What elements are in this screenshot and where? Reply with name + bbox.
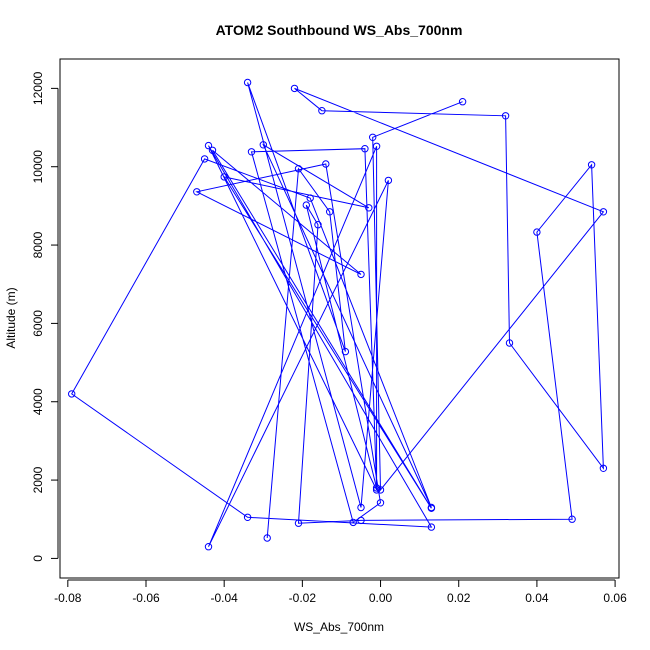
data-point [322, 160, 330, 168]
data-point [568, 515, 576, 523]
data-point [318, 107, 326, 115]
data-point [290, 84, 299, 93]
y-tick-label: 4000 [31, 388, 45, 415]
data-point [349, 518, 357, 527]
data-point [533, 228, 541, 236]
data-point [599, 208, 608, 216]
x-tick-label: 0.02 [447, 591, 471, 605]
data-point [376, 486, 385, 494]
data-point [372, 142, 381, 151]
data-point [326, 208, 334, 216]
series-line [71, 82, 605, 547]
data-point [243, 513, 252, 521]
data-point [208, 146, 217, 155]
data-point [302, 201, 310, 209]
y-tick-label: 12000 [31, 71, 45, 105]
series-layer [68, 78, 608, 551]
y-tick-label: 2000 [31, 466, 45, 493]
plot-area-border [59, 58, 620, 579]
data-point [372, 484, 381, 492]
x-tick-label: 0.06 [603, 591, 627, 605]
y-tick-label: 6000 [31, 310, 45, 337]
data-point [204, 141, 213, 150]
x-tick-label: -0.08 [54, 591, 82, 605]
x-axis: -0.08 -0.06 -0.04 -0.02 0.00 0.02 0.04 0.06 [54, 579, 627, 605]
data-point [357, 503, 365, 512]
data-point [365, 204, 373, 212]
data-point [263, 534, 271, 542]
x-tick-label: 0.00 [369, 591, 393, 605]
x-tick-label: -0.06 [132, 591, 160, 605]
data-point [204, 543, 213, 551]
y-tick-label: 0 [31, 555, 45, 562]
data-point [369, 133, 377, 142]
data-point [200, 155, 209, 163]
data-point [376, 499, 385, 507]
data-point [243, 78, 252, 87]
data-point [247, 148, 256, 156]
data-point [357, 270, 365, 279]
data-point [384, 176, 393, 185]
data-point [427, 523, 436, 531]
data-point [427, 504, 436, 512]
data-point [294, 165, 303, 173]
data-point [505, 339, 514, 347]
data-point [341, 347, 350, 356]
x-tick-label: -0.02 [289, 591, 317, 605]
data-point [587, 161, 596, 169]
y-tick-label: 10000 [31, 150, 45, 184]
y-axis: 0 2000 4000 6000 8000 10000 12000 [31, 71, 59, 562]
data-point [599, 464, 608, 472]
y-tick-label: 8000 [31, 231, 45, 258]
x-tick-label: -0.04 [211, 591, 239, 605]
data-point [361, 145, 369, 153]
data-point [306, 194, 314, 202]
x-tick-label: 0.04 [525, 591, 549, 605]
data-point [220, 173, 228, 181]
data-point [314, 221, 322, 229]
x-axis-label: WS_Abs_700nm [294, 620, 384, 634]
chart-title: ATOM2 Southbound WS_Abs_700nm [216, 22, 463, 38]
data-point [259, 141, 267, 149]
data-point [294, 519, 303, 527]
data-point [372, 486, 381, 494]
y-axis-label: Altitude (m) [4, 287, 18, 348]
data-point [357, 516, 365, 525]
data-point [458, 98, 467, 106]
data-point [193, 188, 201, 196]
data-point [501, 112, 510, 120]
data-point [68, 390, 76, 398]
